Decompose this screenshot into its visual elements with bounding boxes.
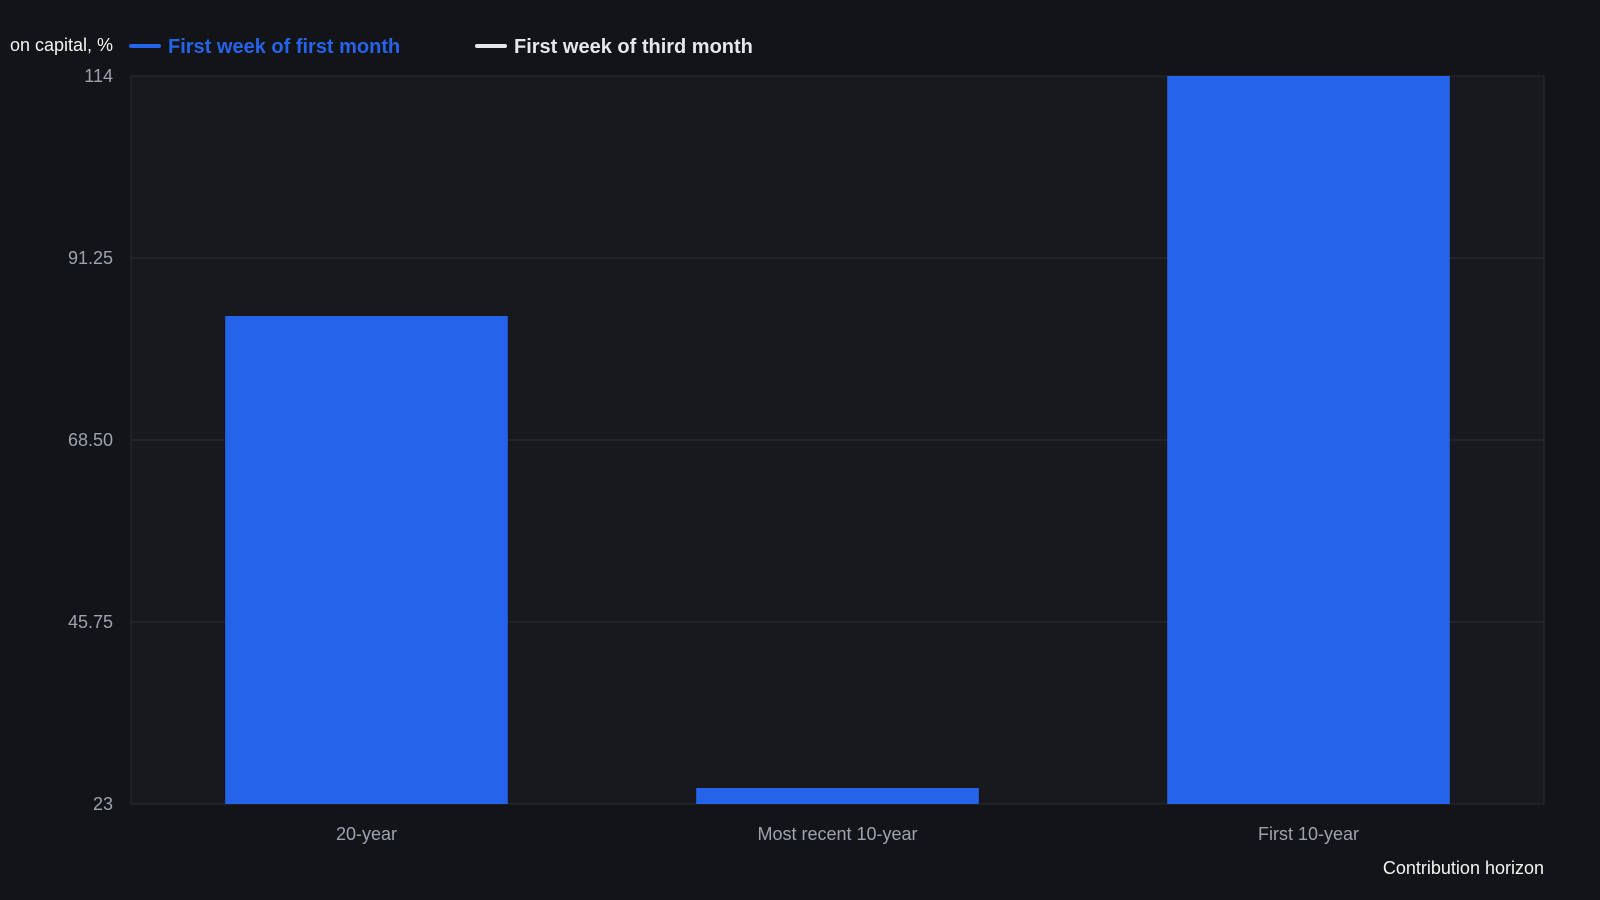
y-tick-labels: 23 45.75 68.50 91.25 114 [68, 66, 113, 814]
x-tick-label: First 10-year [1258, 824, 1359, 844]
legend-item-third-month[interactable]: First week of third month [475, 36, 753, 58]
y-tick-label: 68.50 [68, 430, 113, 450]
legend-label-first-month: First week of first month [168, 36, 400, 58]
x-tick-labels: 20-year Most recent 10-year First 10-year [336, 824, 1359, 844]
x-axis-label: Contribution horizon [1383, 858, 1544, 878]
y-tick-label: 91.25 [68, 248, 113, 268]
y-tick-label: 23 [93, 794, 113, 814]
x-tick-label: Most recent 10-year [757, 824, 917, 844]
legend-item-first-month[interactable]: First week of first month [129, 36, 400, 58]
y-tick-label: 114 [84, 66, 113, 86]
y-axis-label: on capital, % [10, 35, 113, 55]
legend: First week of first month First week of … [129, 36, 753, 58]
legend-label-third-month: First week of third month [514, 36, 753, 58]
bars [225, 76, 1450, 804]
x-tick-label: 20-year [336, 824, 397, 844]
bar-most-recent-10-year[interactable] [696, 788, 979, 804]
y-tick-label: 45.75 [68, 612, 113, 632]
bar-20-year[interactable] [225, 316, 508, 804]
bar-first-10-year[interactable] [1167, 76, 1450, 804]
